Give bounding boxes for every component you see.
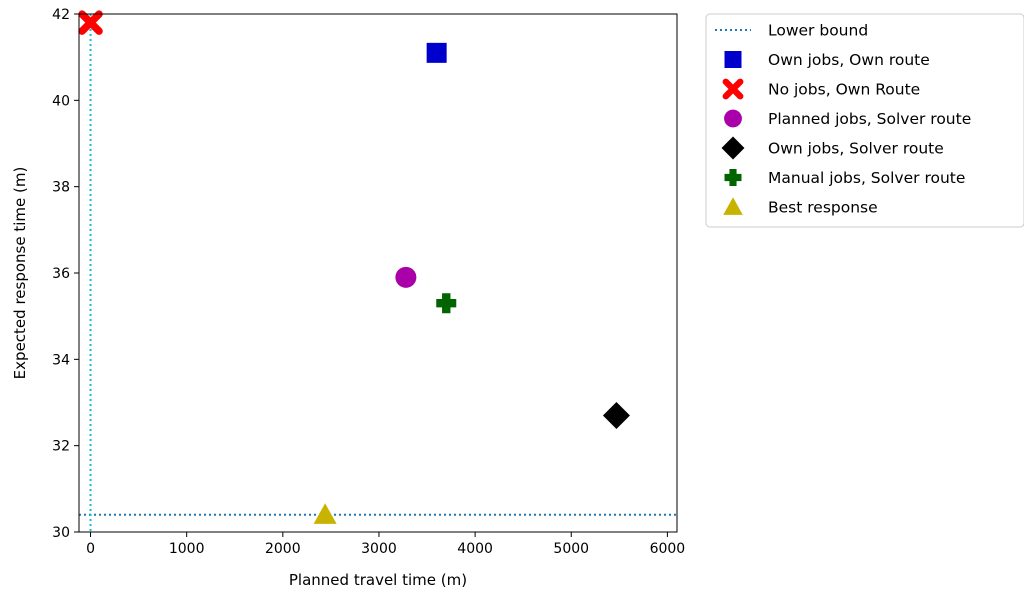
y-axis-label: Expected response time (m)	[11, 167, 29, 380]
data-point-best-response	[313, 503, 337, 524]
y-tick-label: 40	[52, 93, 70, 109]
legend-symbol-own-jobs-own-route	[724, 51, 742, 68]
plot-area: 0 1000 2000 3000 4000 5000 6000 30 32 34 36 38 40 42	[52, 7, 685, 557]
x-tick-label: 3000	[361, 541, 397, 557]
data-point-no-jobs-own-route	[78, 10, 103, 35]
legend-symbol-planned-jobs-solver-route	[724, 109, 742, 128]
y-tick-label: 38	[52, 180, 70, 196]
plot-frame	[78, 13, 678, 533]
y-tick-label: 32	[52, 439, 70, 455]
y-tick-label: 42	[52, 7, 70, 23]
data-point-own-jobs-solver-route	[602, 401, 630, 429]
legend-symbol-own-jobs-solver-route	[721, 136, 745, 160]
x-tick-label: 6000	[650, 541, 686, 557]
data-point-manual-jobs-solver-route	[436, 293, 457, 314]
legend-label-own-jobs-own-route: Own jobs, Own route	[768, 51, 930, 69]
x-tick-label: 0	[86, 541, 95, 557]
legend: Lower bound Own jobs, Own route No jobs, O…	[705, 13, 1024, 228]
legend-symbol-no-jobs-own-route	[722, 78, 744, 100]
y-tick-label: 34	[52, 352, 70, 368]
legend-label-planned-jobs-solver-route: Planned jobs, Solver route	[768, 110, 971, 128]
x-axis-label: Planned travel time (m)	[289, 571, 467, 589]
legend-label-own-jobs-solver-route: Own jobs, Solver route	[768, 140, 944, 158]
x-tick-label: 2000	[265, 541, 301, 557]
x-tick-label: 4000	[457, 541, 493, 557]
data-point-own-jobs-own-route	[426, 42, 447, 63]
x-tick-label: 1000	[169, 541, 205, 557]
legend-box	[705, 13, 1024, 228]
y-tick-label: 30	[52, 525, 70, 541]
legend-symbol-manual-jobs-solver-route	[724, 169, 742, 186]
legend-label-best-response: Best response	[768, 199, 878, 217]
data-point-planned-jobs-solver-route	[395, 266, 417, 288]
legend-label-no-jobs-own-route: No jobs, Own Route	[768, 81, 920, 99]
legend-label-lower-bound: Lower bound	[768, 22, 868, 40]
legend-label-manual-jobs-solver-route: Manual jobs, Solver route	[768, 169, 965, 187]
x-tick-label: 5000	[553, 541, 589, 557]
y-tick-label: 36	[52, 266, 70, 282]
legend-symbol-best-response	[723, 197, 743, 215]
